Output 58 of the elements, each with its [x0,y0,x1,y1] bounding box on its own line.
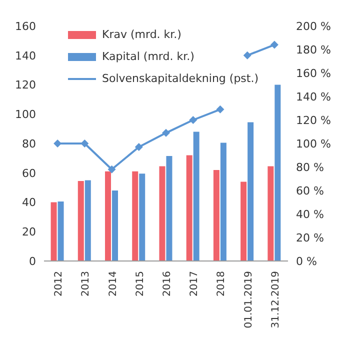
x-tick-label: 2018 [216,271,228,296]
point [80,140,89,148]
bar [112,190,118,261]
y2-tick-label: 0 % [296,254,317,268]
point [162,128,170,137]
bar [268,166,274,261]
bar [159,166,166,261]
bar [248,122,254,261]
y2-tick-label: 200 % [296,20,331,33]
y2-tick-label: 80 % [296,160,324,174]
bar [78,180,84,261]
y2-tick-label: 120 % [296,114,331,127]
x-tick-label: 2016 [162,271,173,296]
legend-label: Solvenskapitaldekning (pst.) [102,71,259,87]
y-tick-label: 140 [15,49,36,62]
bar [240,182,247,261]
bar [193,132,200,261]
bar [84,180,91,261]
y-tick-label: 40 [22,196,36,210]
y-tick-label: 100 [15,108,36,122]
bar [220,142,226,261]
bar [105,171,111,261]
x-tick-label: 31.12.2019 [270,271,282,328]
point [108,165,116,174]
bar [139,174,146,261]
legend-label: Krav (mrd. kr.) [102,27,182,43]
y-tick-label: 20 [22,226,36,239]
y2-tick-label: 180 % [296,43,331,56]
y-tick-label: 60 [22,166,36,180]
bar [132,171,138,261]
bar [186,155,192,261]
point [189,116,198,124]
x-tick-label: 2013 [80,271,92,296]
y-tick-label: 0 [29,254,36,268]
y2-tick-label: 20 % [296,231,324,244]
y2-tick-label: 40 % [296,208,324,221]
y-tick-label: 120 [15,78,36,92]
bar [166,156,172,261]
point [243,51,252,60]
y2-tick-label: 160 % [296,66,331,80]
y-tick-label: 80 [22,137,36,150]
x-tick-label: 2014 [108,271,119,296]
point [134,143,143,152]
legend-label: Kapital (mrd. kr.) [102,49,194,65]
bar [274,84,281,261]
y-tick-label: 160 [15,20,36,33]
x-tick-label: 01.01.2019 [243,271,254,328]
point [216,105,224,114]
x-tick-label: 2015 [134,271,146,296]
bar [58,202,64,261]
point [270,40,278,49]
y2-tick-label: 140 % [296,90,331,104]
y2-tick-label: 60 % [296,184,324,198]
bar [50,202,57,261]
y2-tick-label: 100 % [296,137,331,150]
x-tick-label: 2017 [189,271,200,296]
bar [213,170,220,261]
x-tick-label: 2012 [54,271,65,296]
